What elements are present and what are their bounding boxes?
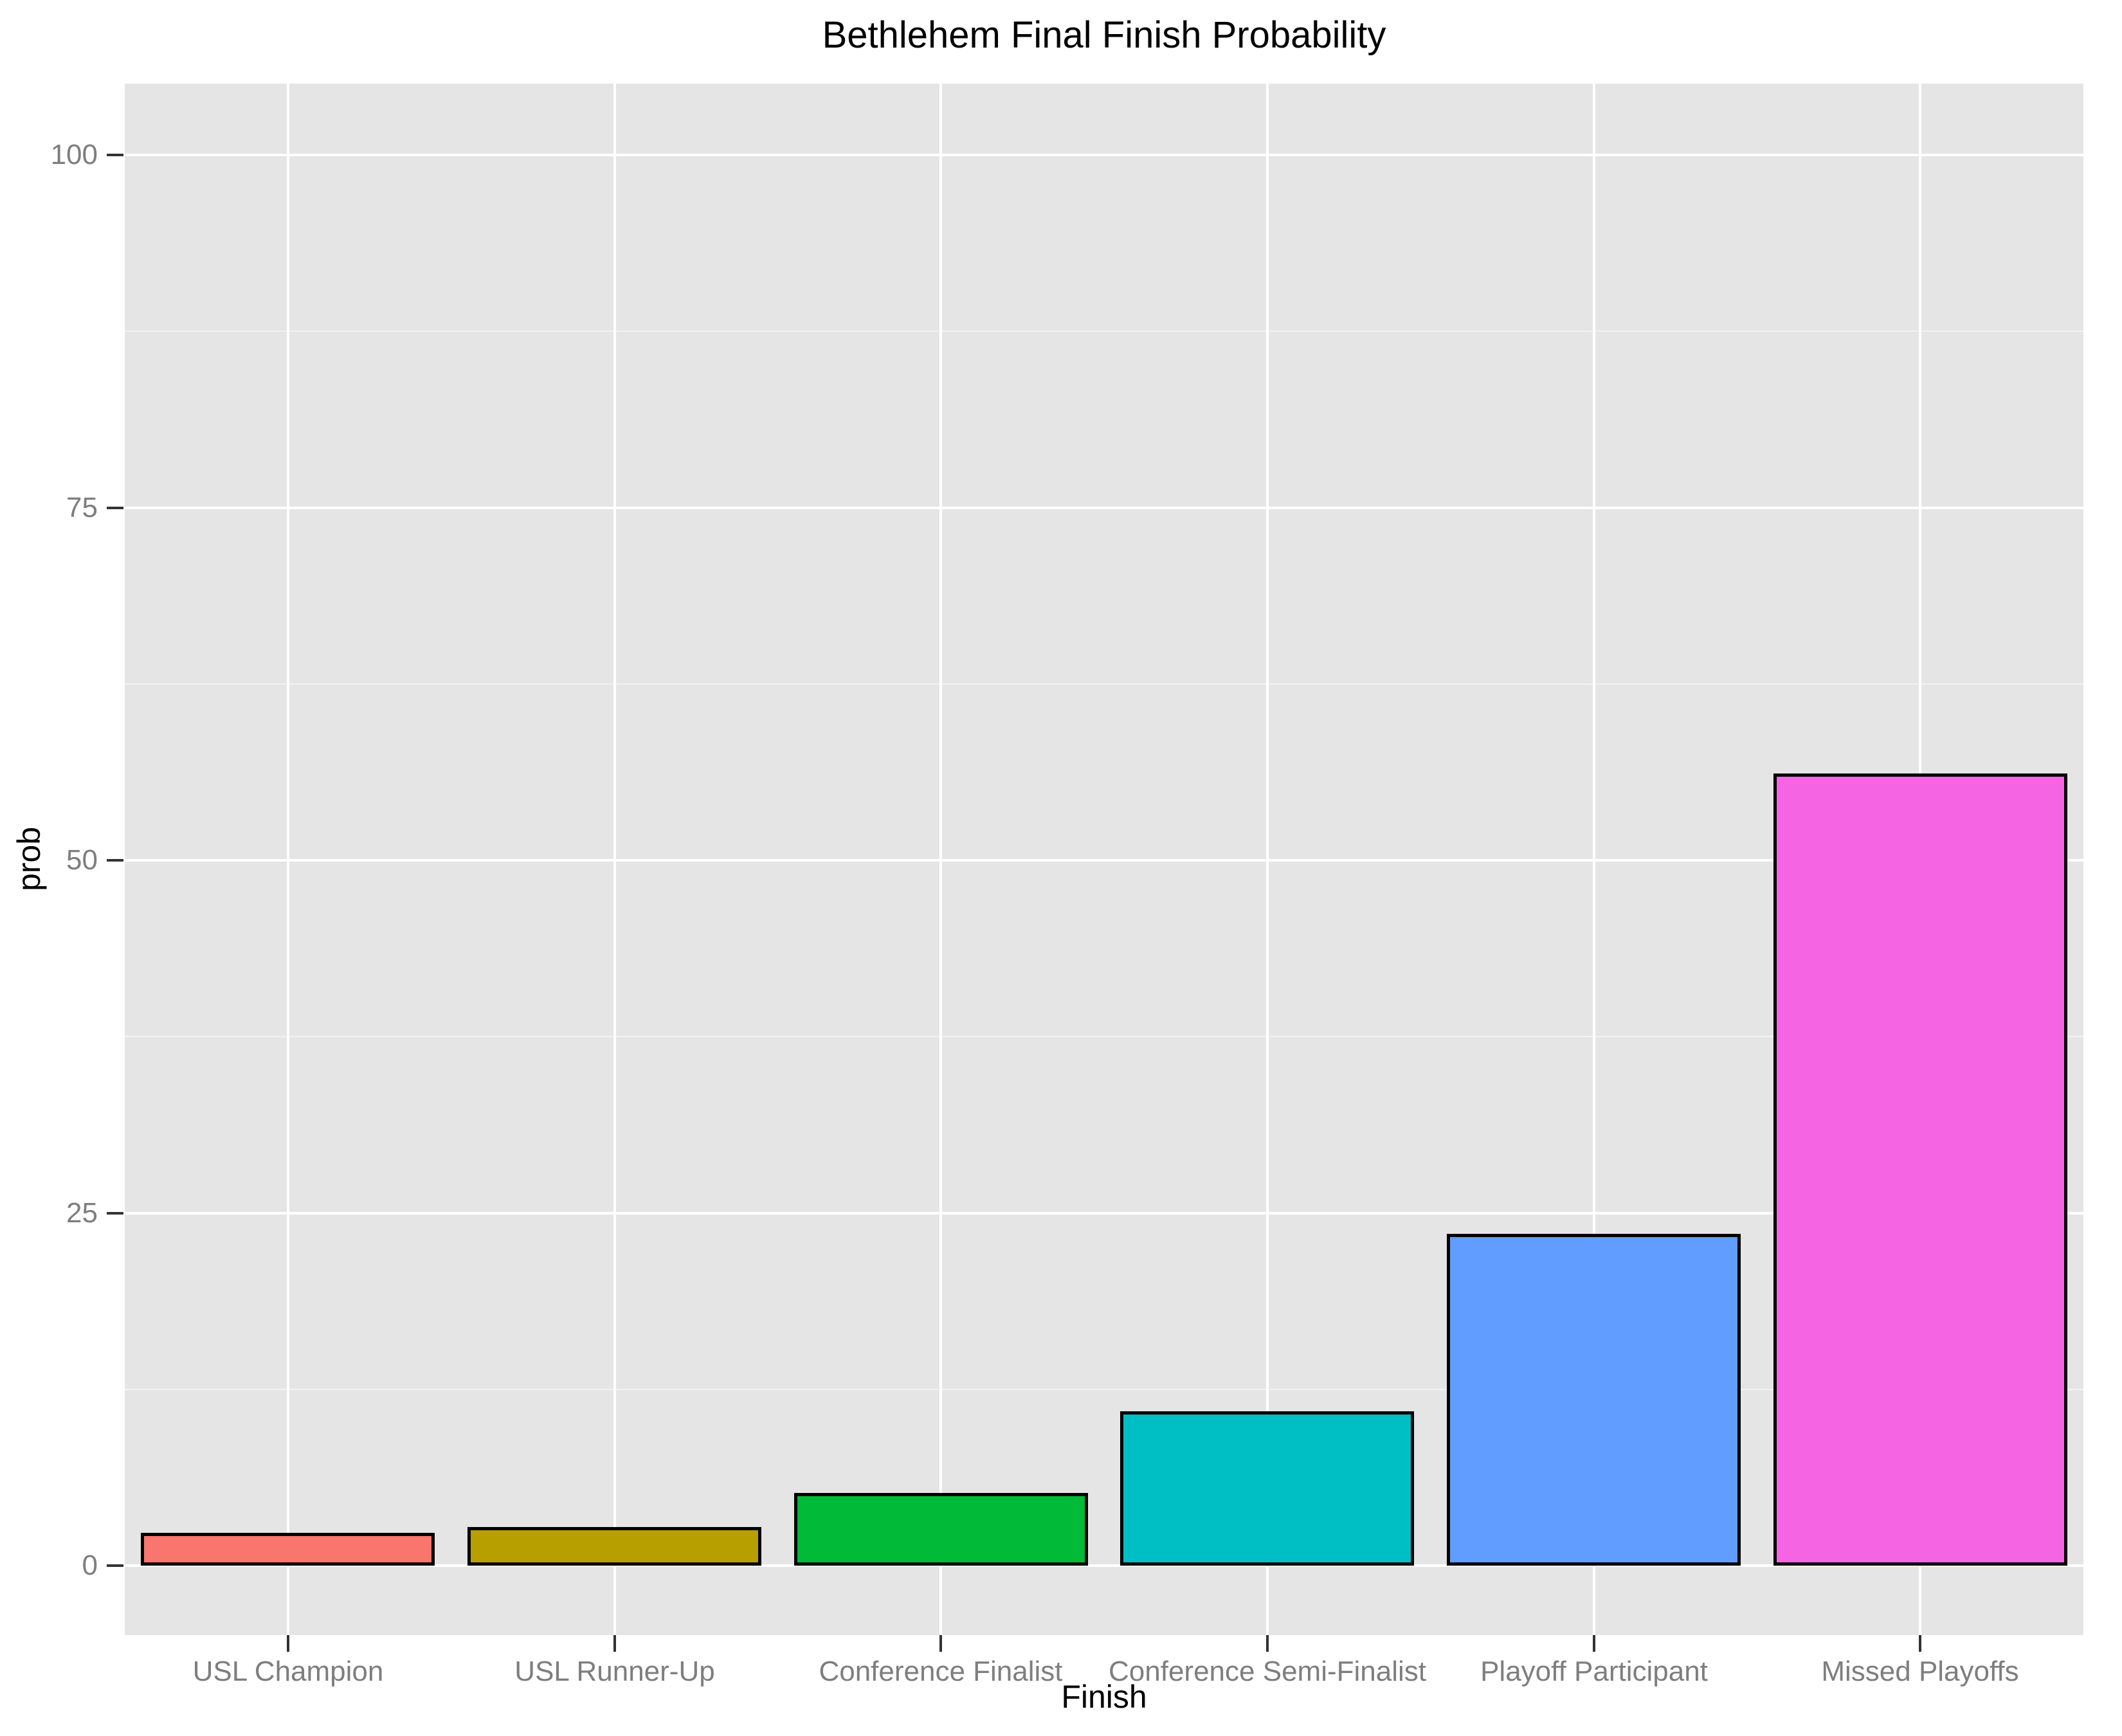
x-major-gridline — [939, 84, 942, 1635]
y-major-gridline — [125, 1564, 2083, 1567]
y-major-gridline — [125, 859, 2083, 862]
y-tick-label: 75 — [66, 491, 98, 523]
x-tick-mark — [939, 1635, 942, 1652]
bar-playoff-participant — [1447, 1234, 1741, 1566]
x-major-gridline — [1266, 84, 1269, 1635]
x-tick-label: USL Runner-Up — [514, 1656, 715, 1687]
bar-missed-playoffs — [1773, 773, 2067, 1566]
y-tick-label: 50 — [66, 844, 98, 876]
x-tick-label: Missed Playoffs — [1821, 1656, 2019, 1687]
y-tick-label: 0 — [82, 1550, 98, 1581]
bar-conference-semi-finalist — [1120, 1411, 1414, 1566]
x-axis-title: Finish — [1061, 1679, 1147, 1715]
x-tick-mark — [1593, 1635, 1595, 1652]
y-minor-gridline — [125, 1036, 2083, 1038]
x-tick-label: Playoff Participant — [1480, 1656, 1708, 1687]
y-tick-mark — [107, 859, 123, 862]
y-major-gridline — [125, 154, 2083, 156]
x-major-gridline — [287, 84, 289, 1635]
x-tick-label: Conference Semi-Finalist — [1109, 1656, 1426, 1687]
x-tick-label: Conference Finalist — [819, 1656, 1063, 1687]
x-major-gridline — [613, 84, 616, 1635]
chart-title: Bethlehem Final Finish Probability — [822, 14, 1386, 56]
x-tick-mark — [287, 1635, 289, 1652]
y-tick-mark — [107, 1564, 123, 1567]
bar-conference-finalist — [794, 1493, 1088, 1566]
x-tick-mark — [1919, 1635, 1921, 1652]
y-major-gridline — [125, 506, 2083, 509]
y-tick-mark — [107, 506, 123, 509]
bar-usl-runner-up — [467, 1527, 761, 1566]
y-tick-label: 100 — [50, 139, 98, 170]
y-minor-gridline — [125, 683, 2083, 685]
y-minor-gridline — [125, 1388, 2083, 1390]
bar-usl-champion — [141, 1533, 435, 1566]
y-tick-mark — [107, 1211, 123, 1215]
x-tick-label: USL Champion — [192, 1656, 384, 1687]
plot-panel — [125, 84, 2083, 1635]
y-minor-gridline — [125, 330, 2083, 332]
y-tick-label: 25 — [66, 1197, 98, 1229]
y-major-gridline — [125, 1211, 2083, 1215]
y-tick-mark — [107, 154, 123, 156]
x-tick-mark — [613, 1635, 616, 1652]
x-major-gridline — [1593, 84, 1595, 1635]
x-tick-mark — [1266, 1635, 1269, 1652]
